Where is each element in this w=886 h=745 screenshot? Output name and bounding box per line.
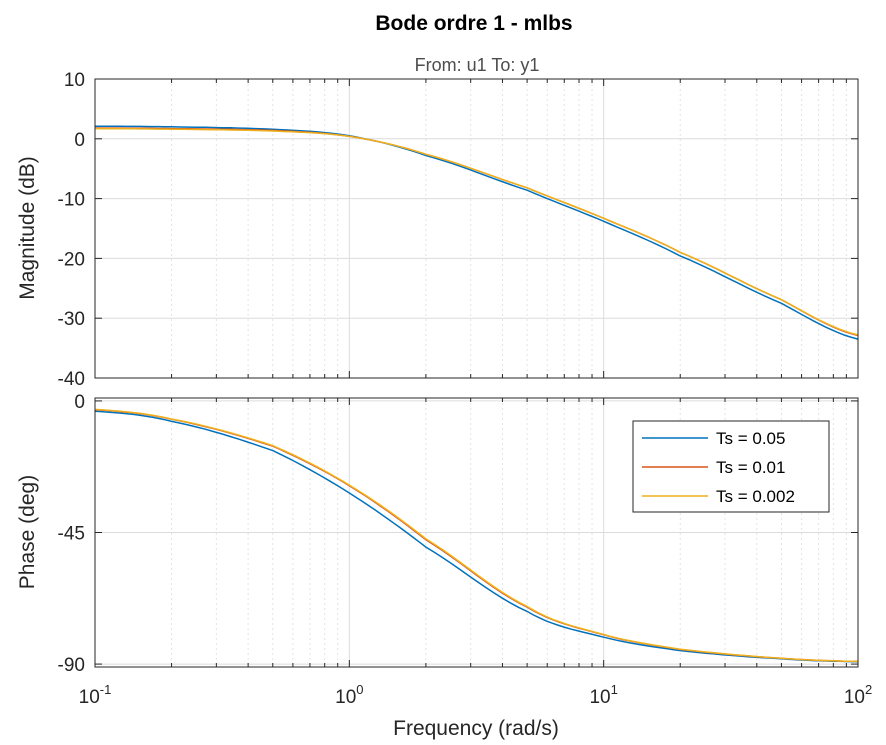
phase-grid [94, 398, 859, 667]
magnitude-line-ts-0-002 [94, 127, 859, 336]
legend-items: Ts = 0.05 Ts = 0.01 Ts = 0.002 [642, 429, 795, 506]
figure-title: Bode ordre 1 - mlbs [375, 12, 572, 35]
x-tick-label: 102 [844, 682, 872, 708]
phase-ytick-labels: 0 -45 -90 [58, 392, 85, 676]
magnitude-line-ts-0-01 [94, 127, 859, 337]
phase-y-tick-label: -90 [58, 655, 85, 676]
magnitude-y-tick-label: -30 [58, 309, 85, 330]
magnitude-y-tick-label: -10 [58, 190, 85, 211]
x-tick-labels: 10-1 100 101 102 [79, 682, 873, 708]
phase-line-ts-0-05 [94, 410, 859, 663]
magnitude-axes-box [94, 78, 859, 379]
magnitude-y-tick-label: 0 [74, 130, 85, 151]
magnitude-y-tick-label: 10 [64, 70, 85, 91]
x-tick-label: 101 [589, 682, 617, 708]
magnitude-ylabel: Magnitude (dB) [16, 156, 39, 300]
x-tick-label: 10-1 [79, 682, 112, 708]
magnitude-ticks [94, 78, 859, 379]
figure-subtitle: From: u1 To: y1 [415, 55, 540, 75]
magnitude-line-ts-0-05 [94, 125, 859, 340]
legend[interactable]: Ts = 0.05 Ts = 0.01 Ts = 0.002 [632, 420, 830, 513]
magnitude-grid [94, 78, 859, 379]
phase-y-tick-label: -45 [58, 524, 85, 545]
magnitude-axes[interactable]: 10 0 -10 -20 -30 -40 Magnitude (dB) [16, 70, 859, 390]
phase-line-ts-0-002 [94, 408, 859, 663]
phase-ylabel: Phase (deg) [16, 475, 39, 589]
legend-label: Ts = 0.01 [716, 458, 785, 477]
x-axis-label: Frequency (rad/s) [393, 717, 559, 740]
magnitude-ytick-labels: 10 0 -10 -20 -30 -40 [58, 70, 85, 390]
phase-y-tick-label: 0 [74, 392, 85, 413]
magnitude-y-tick-label: -40 [58, 369, 85, 390]
magnitude-y-tick-label: -20 [58, 249, 85, 270]
legend-label: Ts = 0.05 [716, 429, 785, 448]
x-tick-label: 100 [335, 682, 363, 708]
phase-lines [94, 408, 859, 663]
magnitude-lines [94, 125, 859, 340]
phase-ticks [94, 398, 859, 667]
legend-label: Ts = 0.002 [716, 487, 795, 506]
